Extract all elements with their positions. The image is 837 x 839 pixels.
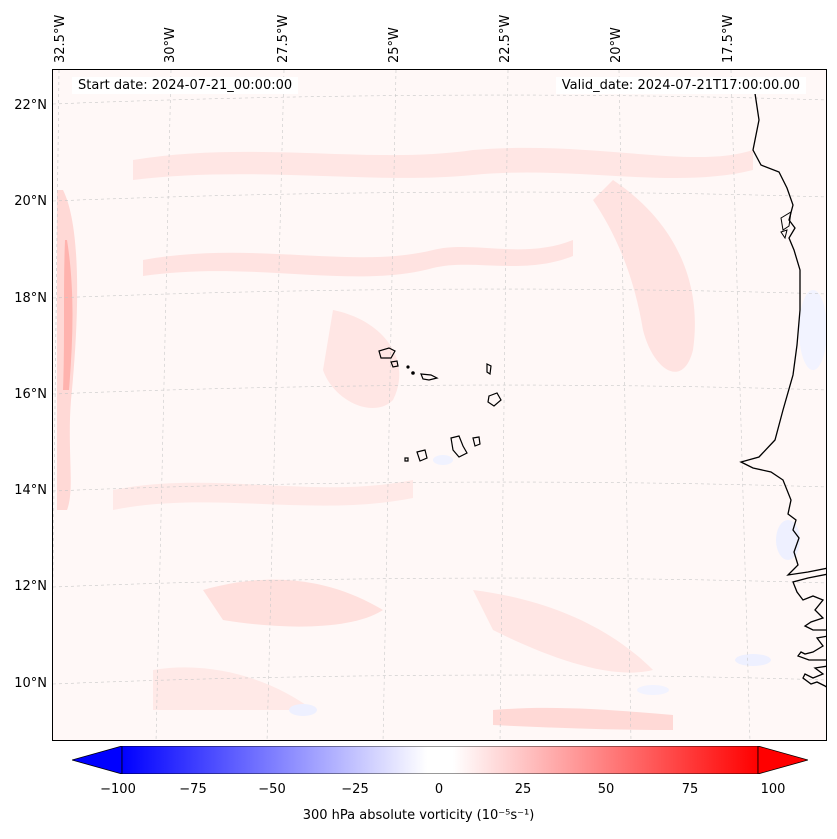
- colorbar-tick: 50: [597, 782, 615, 797]
- coastal-island: [780, 229, 788, 240]
- lat-label-12n: 12°N: [14, 579, 47, 594]
- colorbar-gradient: [121, 746, 759, 774]
- valid-date-label: Valid_date: 2024-07-21T17:00:00.00: [555, 77, 806, 94]
- lon-label-20w: 20°W: [609, 27, 624, 63]
- start-date-label: Start date: 2024-07-21_00:00:00: [72, 77, 299, 94]
- coastal-island: [780, 211, 792, 231]
- colorbar-max-arrow: [757, 746, 808, 774]
- africa-coastline: [739, 79, 826, 688]
- lon-label-27-5w: 27.5°W: [276, 14, 291, 63]
- colorbar-min-arrow: [72, 746, 123, 774]
- colorbar-tick: −75: [179, 782, 207, 797]
- lon-label-17-5w: 17.5°W: [721, 14, 736, 63]
- colorbar-tick: −50: [258, 782, 286, 797]
- colorbar-tick: 75: [681, 782, 699, 797]
- lon-label-25w: 25°W: [387, 27, 402, 63]
- colorbar-label: 300 hPa absolute vorticity (10⁻⁵s⁻¹): [302, 808, 535, 823]
- lat-label-20n: 20°N: [14, 194, 47, 209]
- vorticity-contours: [57, 147, 826, 730]
- colorbar: [72, 746, 808, 774]
- cape-verde-islands: [378, 347, 502, 462]
- lat-label-22n: 22°N: [14, 98, 47, 113]
- colorbar-tick: 100: [760, 782, 786, 797]
- vorticity-field-map: [53, 70, 826, 740]
- map-panel: Start date: 2024-07-21_00:00:00 Valid_da…: [52, 69, 827, 741]
- colorbar-tick: −100: [100, 782, 136, 797]
- lat-label-14n: 14°N: [14, 483, 47, 498]
- colorbar-tick: 25: [514, 782, 532, 797]
- lon-label-22-5w: 22.5°W: [498, 14, 513, 63]
- lat-label-18n: 18°N: [14, 291, 47, 306]
- lon-label-30w: 30°W: [163, 27, 178, 63]
- lat-label-10n: 10°N: [14, 676, 47, 691]
- colorbar-tick: 0: [434, 782, 444, 797]
- lon-label-32-5w: 32.5°W: [53, 14, 68, 63]
- graticule: [53, 70, 826, 740]
- lat-label-16n: 16°N: [14, 387, 47, 402]
- colorbar-tick: −25: [341, 782, 369, 797]
